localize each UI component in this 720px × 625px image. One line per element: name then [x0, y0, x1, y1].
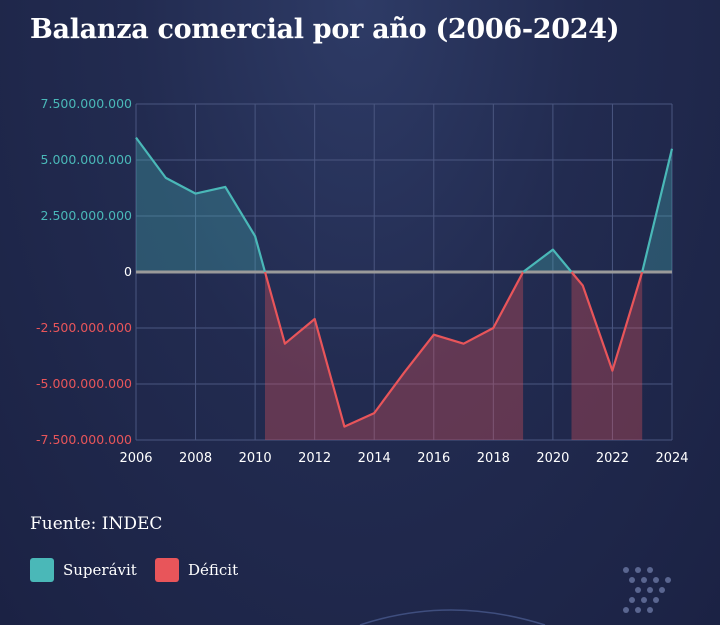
- chart-title: Balanza comercial por año (2006-2024): [30, 14, 620, 45]
- legend-swatch-deficit: [155, 558, 179, 582]
- y-axis-ticks: 7.500.000.000 5.000.000.000 2.500.000.000 0…: [36, 96, 132, 447]
- legend-swatch-surplus: [30, 558, 54, 582]
- decorative-arc: [359, 609, 546, 625]
- deficit-area: [265, 272, 524, 440]
- surplus-area: [523, 249, 572, 272]
- balance-lines: [135, 136, 674, 428]
- x-axis-ticks: 2006 2008 2010 2012 2014 2016 2018 2020 2022 2024: [119, 451, 688, 466]
- deficit-line: [263, 271, 525, 428]
- y-tick-label: 5.000.000.000: [41, 152, 132, 167]
- legend-item-deficit: Déficit: [155, 558, 238, 582]
- legend-item-surplus: Superávit: [30, 558, 137, 582]
- x-tick-label: 2020: [536, 451, 569, 466]
- x-tick-label: 2016: [417, 451, 450, 466]
- y-tick-label: -2.500.000.000: [36, 320, 132, 335]
- source-note: Fuente: INDEC: [30, 514, 163, 534]
- x-tick-label: 2006: [119, 451, 152, 466]
- legend-label-deficit: Déficit: [188, 561, 239, 579]
- x-tick-label: 2022: [596, 451, 629, 466]
- x-tick-label: 2010: [239, 451, 272, 466]
- surplus-line: [135, 136, 267, 273]
- x-tick-label: 2014: [358, 451, 391, 466]
- surplus-line: [522, 248, 573, 273]
- x-tick-label: 2018: [477, 451, 510, 466]
- decorative-dots-icon: [623, 567, 671, 613]
- y-tick-label: -5.000.000.000: [36, 376, 132, 391]
- surplus-line: [641, 148, 674, 273]
- x-tick-label: 2008: [179, 451, 212, 466]
- y-tick-label: 0: [124, 264, 132, 279]
- x-tick-label: 2024: [655, 451, 688, 466]
- y-tick-label: 2.500.000.000: [41, 208, 132, 223]
- y-tick-label: -7.500.000.000: [36, 432, 132, 447]
- balance-chart: 7.500.000.000 5.000.000.000 2.500.000.000 0…: [36, 96, 688, 466]
- deficit-line: [570, 271, 644, 372]
- y-tick-label: 7.500.000.000: [41, 96, 132, 111]
- x-tick-label: 2012: [298, 451, 331, 466]
- legend-label-surplus: Superávit: [63, 561, 137, 579]
- surplus-area: [136, 137, 265, 272]
